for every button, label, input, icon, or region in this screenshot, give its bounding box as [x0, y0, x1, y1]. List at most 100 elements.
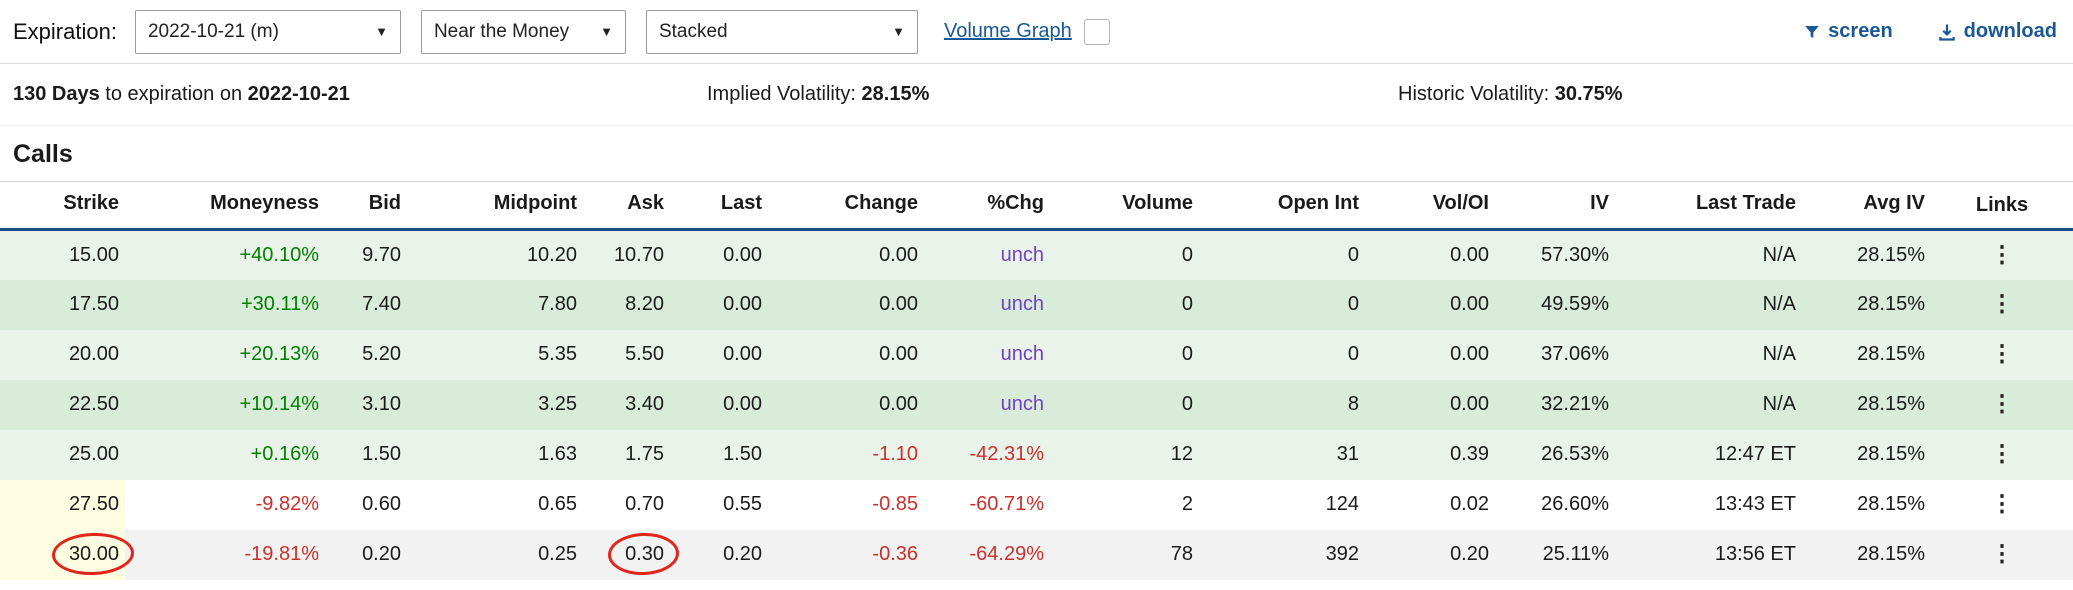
cell-last: 0.00 [723, 293, 762, 315]
row-links-menu-icon[interactable]: ⋮ [1990, 540, 2014, 566]
cell-change: 0.00 [879, 393, 918, 415]
row-links-menu-icon[interactable]: ⋮ [1990, 240, 2014, 267]
cell-ask: 0.70 [625, 493, 664, 515]
row-links-menu-icon[interactable]: ⋮ [1990, 490, 2014, 516]
cell-moneyness: +0.16% [250, 443, 319, 465]
cell-avg-iv: 28.15% [1857, 493, 1925, 515]
cell-bid: 1.50 [362, 443, 401, 465]
cell-iv: 57.30% [1541, 243, 1609, 266]
cell-midpoint: 0.65 [538, 493, 577, 515]
screen-button[interactable]: screen [1803, 20, 1893, 43]
cell-volume: 78 [1170, 543, 1193, 565]
cell--chg: -42.31% [969, 443, 1045, 465]
cell-change: -0.85 [872, 493, 918, 515]
row-links-menu-icon[interactable]: ⋮ [1990, 440, 2014, 466]
cell-change: -0.36 [872, 543, 918, 565]
calls-table-head-row: Strike Moneyness Bid Midpoint Ask Last Change%… [0, 181, 2073, 231]
cell--chg: unch [1000, 393, 1044, 415]
chevron-down-icon: ▼ [892, 24, 905, 39]
cell--chg: unch [1000, 293, 1044, 315]
cell-last-trade: N/A [1762, 393, 1796, 415]
moneyness-filter-value: Near the Money [433, 20, 570, 42]
chevron-down-icon: ▼ [375, 24, 388, 39]
cell-avg-iv: 28.15% [1857, 293, 1925, 315]
days-count: 130 Days [13, 83, 100, 105]
cell-last-trade: 13:56 ET [1714, 543, 1796, 565]
cell-change: 0.00 [879, 293, 918, 315]
cell-iv: 32.21% [1541, 393, 1609, 415]
cell-last-trade: N/A [1762, 293, 1796, 315]
table-row: 27.50 -9.82% 0.60 0.65 0.70 0.55 -0.85 -60.71% 2… [0, 479, 2073, 530]
col-header-avg-iv: Avg IV [1802, 181, 1931, 231]
cell-volume: 2 [1181, 493, 1193, 515]
cell-volume: 12 [1170, 443, 1193, 465]
table-row: 17.50 +30.11% 7.40 7.80 8.20 0.00 0.00 unch 0 0 0.… [0, 279, 2073, 330]
cell-last: 0.55 [723, 493, 762, 515]
view-mode-select[interactable]: Stacked ▼ [645, 9, 918, 54]
cell-bid: 0.20 [362, 543, 401, 565]
options-table: Strike Moneyness Bid Midpoint Ask Last Change%… [0, 181, 2073, 580]
col-header-iv: IV [1495, 181, 1615, 231]
cell-volume: 0 [1181, 293, 1193, 315]
cell-links: ⋮ [1931, 330, 2073, 380]
table-row: 15.00 +40.10% 9.70 10.20 10.70 0.00 0.00 unch 0 0… [0, 229, 2073, 280]
cell-ask: 10.70 [613, 243, 664, 266]
cell-volume: 0 [1181, 243, 1193, 266]
col-header-midpoint: Midpoint [407, 181, 583, 231]
cell-strike: 22.50 [68, 393, 119, 415]
cell-vol-oi: 0.02 [1450, 493, 1489, 515]
cell-avg-iv: 28.15% [1857, 343, 1925, 365]
table-row: 20.00 +20.13% 5.20 5.35 5.50 0.00 0.00 unch 0 0 0.… [0, 329, 2073, 380]
row-links-menu-icon[interactable]: ⋮ [1990, 340, 2014, 366]
view-mode-value: Stacked [658, 20, 728, 42]
col-header-open-int: Open Int [1199, 181, 1365, 231]
cell-change: -1.10 [872, 443, 918, 465]
expiration-select-value: 2022-10-21 (m) [147, 20, 279, 42]
cell-moneyness: +20.13% [239, 343, 319, 365]
cell-last-trade: 13:43 ET [1714, 493, 1796, 515]
cell-midpoint: 7.80 [538, 293, 577, 315]
cell--chg: -60.71% [969, 493, 1045, 515]
cell-avg-iv: 28.15% [1857, 393, 1925, 415]
cell-volume: 0 [1181, 393, 1193, 415]
chevron-down-icon: ▼ [600, 24, 613, 39]
col-header-links: Links [1931, 181, 2073, 231]
cell-links: ⋮ [1931, 280, 2073, 330]
cell-open-int: 31 [1336, 443, 1359, 465]
row-links-menu-icon[interactable]: ⋮ [1990, 390, 2014, 416]
cell-midpoint: 0.25 [538, 543, 577, 565]
row-links-menu-icon[interactable]: ⋮ [1990, 290, 2014, 316]
volume-graph-link[interactable]: Volume Graph [943, 20, 1072, 42]
cell-strike: 30.00 [0, 529, 125, 580]
implied-volatility: Implied Volatility: 28.15% [707, 83, 930, 105]
cell-ask: 3.40 [625, 393, 664, 415]
annotation-circle: 30.00 [68, 543, 119, 565]
cell-bid: 9.70 [362, 243, 401, 266]
download-button[interactable]: download [1937, 20, 2057, 43]
cell-last-trade: N/A [1762, 243, 1796, 266]
cell-links: ⋮ [1931, 480, 2073, 530]
cell-avg-iv: 28.15% [1857, 243, 1925, 266]
cell-strike: 27.50 [0, 479, 125, 530]
cell-last: 0.00 [723, 243, 762, 266]
cell-bid: 0.60 [362, 493, 401, 515]
col-header-change: Change [768, 181, 924, 231]
historic-volatility: Historic Volatility: 30.75% [1398, 83, 1623, 105]
col-header-vol-oi: Vol/OI [1365, 181, 1495, 231]
toolbar: Expiration: 2022-10-21 (m) ▼ Near the Mo… [0, 0, 2073, 64]
table-row: 25.00 +0.16% 1.50 1.63 1.75 1.50 -1.10 -42.31% 1… [0, 429, 2073, 480]
cell-vol-oi: 0.20 [1450, 543, 1489, 565]
cell-moneyness: +30.11% [240, 293, 319, 315]
cell-links: ⋮ [1931, 430, 2073, 480]
moneyness-filter-select[interactable]: Near the Money ▼ [420, 9, 626, 54]
cell-volume: 0 [1181, 343, 1193, 365]
table-row: 22.50 +10.14% 3.10 3.25 3.40 0.00 0.00 unch 0 8 0.… [0, 379, 2073, 430]
expiration-label: Expiration: [13, 18, 117, 44]
implied-volatility-value: 28.15% [861, 83, 930, 105]
expiration-select[interactable]: 2022-10-21 (m) ▼ [134, 9, 401, 54]
cell-iv: 26.53% [1541, 443, 1609, 465]
cell-strike: 15.00 [68, 243, 119, 266]
col-header-moneyness: Moneyness [125, 181, 325, 231]
volume-graph-checkbox[interactable] [1083, 18, 1110, 45]
